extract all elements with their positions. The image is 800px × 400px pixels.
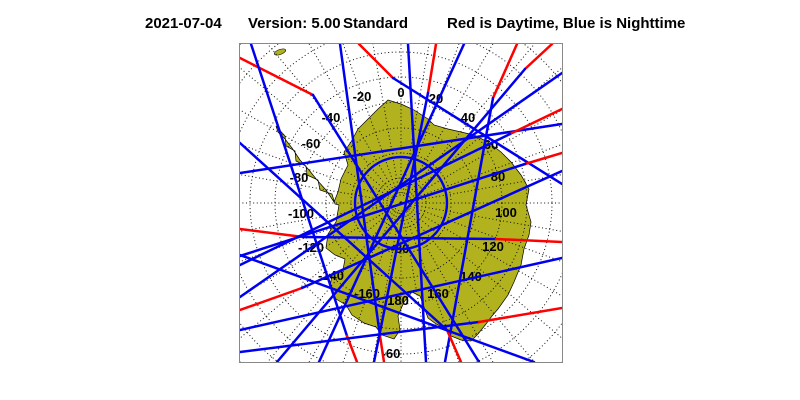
lat-circle	[392, 194, 410, 212]
orbit-track-day	[508, 107, 562, 136]
orbit-track-day	[491, 44, 519, 100]
graticule-label: 100	[495, 205, 517, 220]
orbit-turn-ring	[353, 155, 449, 251]
orbit-track-night	[406, 44, 428, 362]
orbit-track-night	[240, 320, 481, 354]
orbit-track-day	[378, 334, 386, 362]
orbit-track-day	[445, 328, 463, 362]
graticule-label: 120	[482, 239, 504, 254]
map-svg: 020406080100120140160180-160-140-120-100…	[240, 44, 562, 362]
graticule-label: 40	[461, 110, 475, 125]
orbit-track-day	[240, 56, 315, 97]
graticule-label: -100	[288, 206, 314, 221]
island	[273, 48, 287, 56]
orbit-track-night	[372, 91, 430, 362]
graticule-label: -40	[322, 110, 341, 125]
title-date: 2021-07-04	[145, 15, 222, 32]
orbit-track-night	[300, 169, 562, 290]
orbit-track-night	[317, 44, 466, 362]
orbit-track-day	[357, 44, 395, 80]
orbit-track-night	[338, 44, 382, 338]
title-version: Version: 5.00	[248, 15, 341, 32]
orbit-track-night	[301, 235, 498, 241]
orbit-track-day	[494, 237, 562, 244]
orbit-track-night	[240, 132, 512, 267]
graticule-label: 0	[397, 85, 404, 100]
orbit-track-day	[345, 334, 359, 362]
orbit-track-day	[240, 286, 304, 312]
title-mode: Standard	[343, 15, 409, 32]
title-legend: Red is Daytime, Blue is Nighttime	[447, 15, 686, 32]
orbit-track-day	[426, 44, 438, 95]
map-plot-frame: 020406080100120140160180-160-140-120-100…	[239, 43, 563, 363]
graticule-label: 160	[427, 286, 449, 301]
orbit-track-night	[443, 96, 495, 362]
plot-title: 2021-07-04 Version: 5.00 Standard Red is…	[0, 15, 800, 35]
orbit-track-night	[240, 71, 562, 299]
orbit-track-night	[240, 256, 562, 332]
orbit-track-day	[477, 306, 562, 324]
orbit-track-night	[240, 122, 562, 175]
orbit-track-night	[311, 93, 481, 362]
orbit-track-day	[523, 151, 562, 166]
graticule-label: -60	[382, 346, 401, 361]
orbit-track-day	[240, 227, 305, 239]
graticule-label: -60	[302, 136, 321, 151]
graticule-label: -20	[353, 89, 372, 104]
orbit-track-night	[240, 253, 536, 362]
orbit-track-day	[523, 44, 554, 71]
